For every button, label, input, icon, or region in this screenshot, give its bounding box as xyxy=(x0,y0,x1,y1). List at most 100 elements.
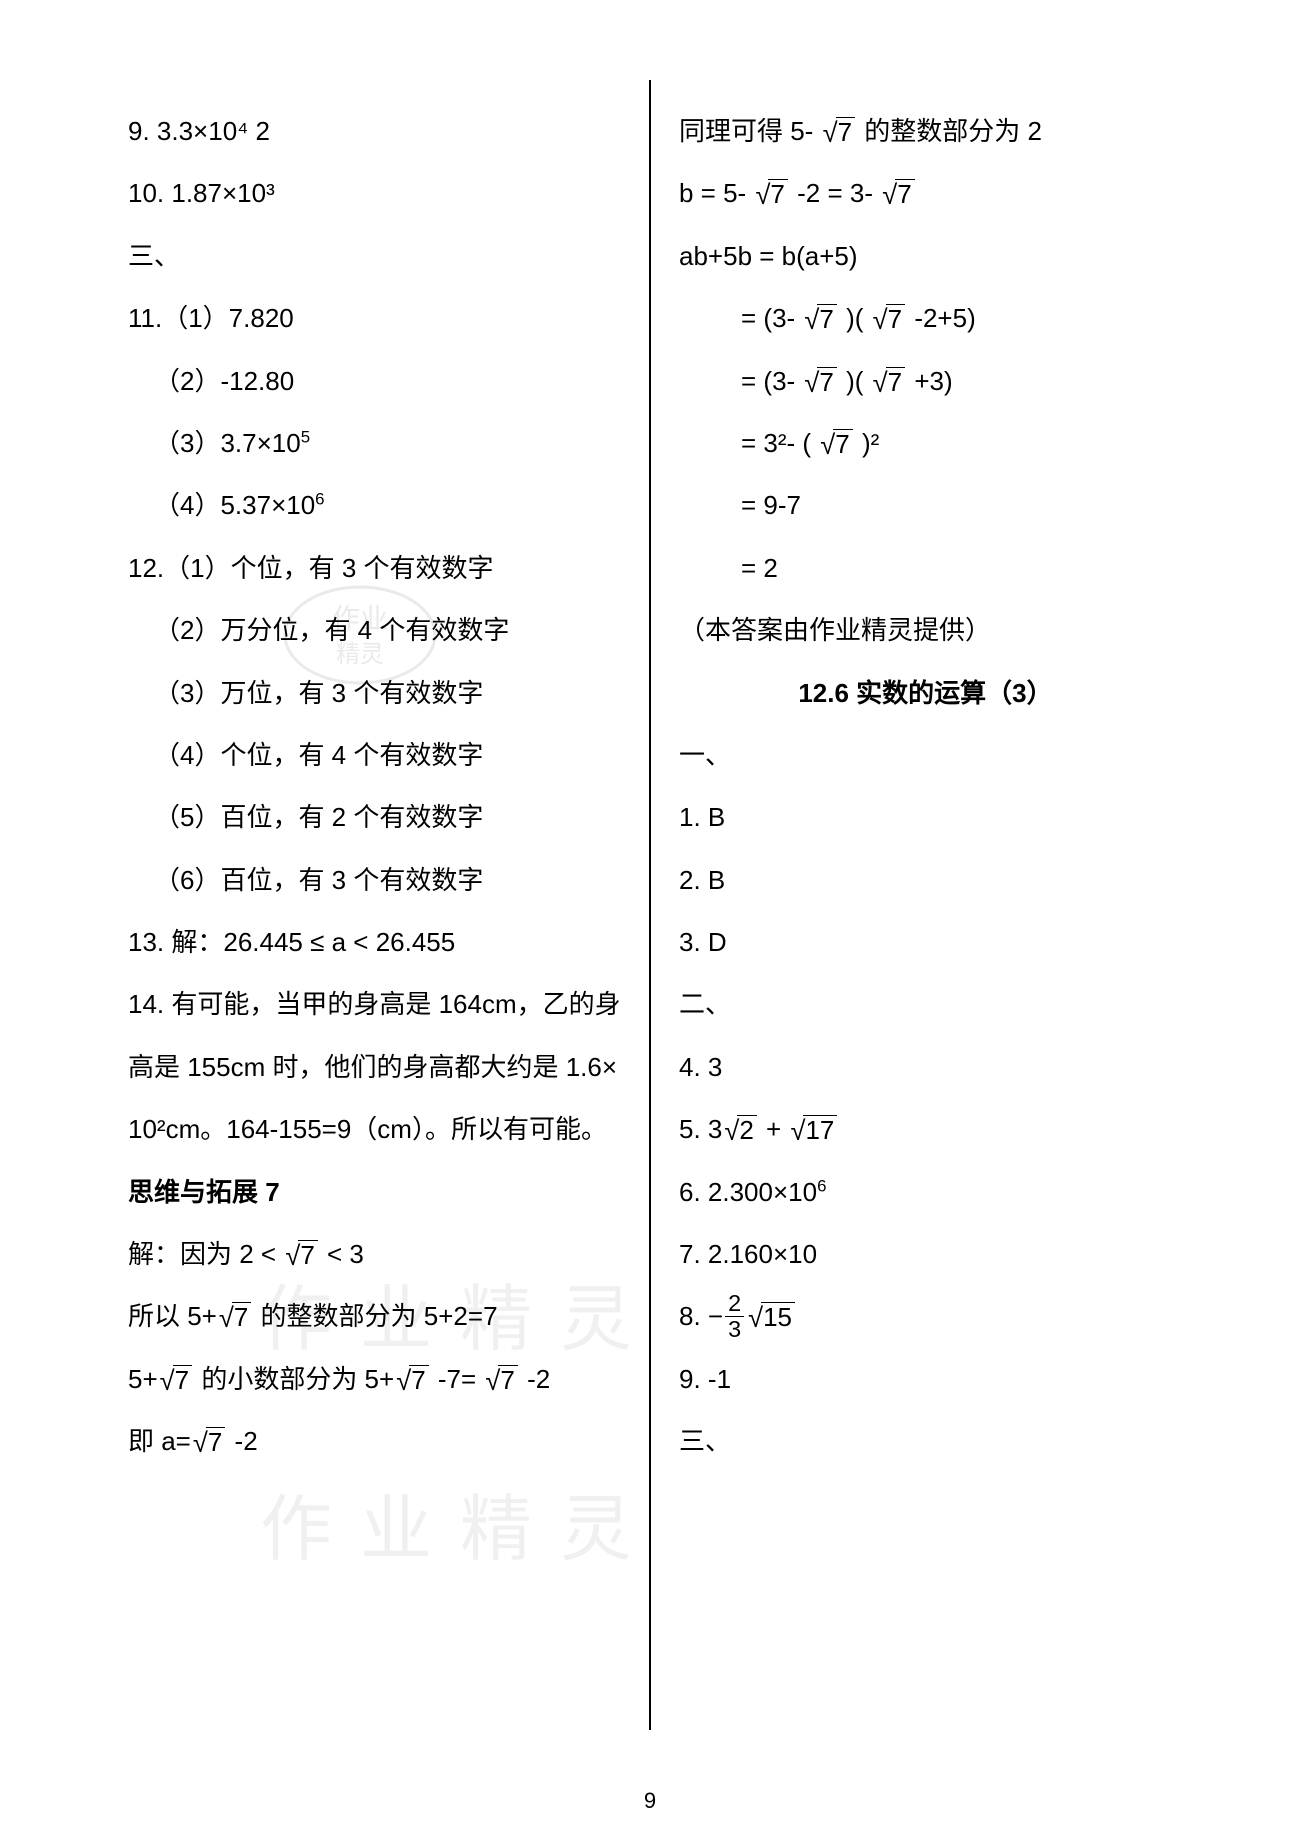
superscript: 6 xyxy=(817,1176,826,1195)
text-line: = (3- √7 )( √7 -2+5) xyxy=(679,287,1172,349)
sqrt-icon: √7 xyxy=(823,117,855,147)
text-line: （3）万位，有 3 个有效数字 xyxy=(128,662,621,724)
text: （4）5.37×10 xyxy=(154,490,315,520)
radicand: 7 xyxy=(206,1427,225,1457)
sqrt-icon: √2 xyxy=(724,1115,756,1145)
section-title: 12.6 实数的运算（3） xyxy=(679,662,1172,724)
text: = (3- xyxy=(741,366,802,396)
text: = 3²- ( xyxy=(741,428,818,458)
text-line: （2）万分位，有 4 个有效数字 xyxy=(128,599,621,661)
text: b = 5- xyxy=(679,178,753,208)
radicand: 7 xyxy=(298,1240,317,1270)
text-line: 6. 2.300×106 xyxy=(679,1161,1172,1223)
sqrt-icon: √7 xyxy=(873,367,905,397)
text-line: 13. 解：26.445 ≤ a < 26.455 xyxy=(128,911,621,973)
sqrt-icon: √7 xyxy=(219,1302,251,1332)
sqrt-icon: √15 xyxy=(748,1302,795,1332)
text-line: 2. B xyxy=(679,849,1172,911)
section-header: 二、 xyxy=(679,973,1172,1035)
text: 即 a= xyxy=(128,1426,191,1456)
text-line: 12.（1）个位，有 3 个有效数字 xyxy=(128,537,621,599)
text: )( xyxy=(839,366,871,396)
radicand: 7 xyxy=(836,117,855,147)
text-line: 高是 155cm 时，他们的身高都大约是 1.6× xyxy=(128,1036,621,1098)
text-line: 10²cm。164-155=9（cm）。所以有可能。 xyxy=(128,1098,621,1160)
page-number: 9 xyxy=(644,1788,656,1814)
superscript: 5 xyxy=(301,427,310,446)
text-line: = 3²- ( √7 )² xyxy=(679,412,1172,474)
radicand: 7 xyxy=(886,304,905,334)
left-column: 9. 3.3×10⁴ 2 10. 1.87×10³ 三、 11.（1）7.820… xyxy=(100,80,651,1730)
text: )² xyxy=(855,428,880,458)
radicand: 2 xyxy=(737,1115,756,1145)
text: 5+ xyxy=(128,1364,158,1394)
text: +3) xyxy=(907,366,953,396)
subsection-header: 思维与拓展 7 xyxy=(128,1161,621,1223)
text: + xyxy=(759,1114,789,1144)
radicand: 7 xyxy=(833,429,852,459)
text-line: 1. B xyxy=(679,786,1172,848)
radicand: 7 xyxy=(817,367,836,397)
text: 5. 3 xyxy=(679,1114,722,1144)
right-column: 同理可得 5- √7 的整数部分为 2 b = 5- √7 -2 = 3- √7… xyxy=(651,80,1200,1730)
text-line: 5+√7 的小数部分为 5+√7 -7= √7 -2 xyxy=(128,1348,621,1410)
text: )( xyxy=(839,303,871,333)
text-line: 4. 3 xyxy=(679,1036,1172,1098)
text-line: 8. −23√15 xyxy=(679,1285,1172,1347)
section-header: 三、 xyxy=(128,225,621,287)
sqrt-icon: √7 xyxy=(882,179,914,209)
text: -2 xyxy=(520,1364,550,1394)
text-line: （4）个位，有 4 个有效数字 xyxy=(128,724,621,786)
text-line: = (3- √7 )( √7 +3) xyxy=(679,350,1172,412)
text-line: 所以 5+√7 的整数部分为 5+2=7 xyxy=(128,1285,621,1347)
text: 同理可得 5- xyxy=(679,116,821,146)
radicand: 7 xyxy=(232,1302,251,1332)
text: < 3 xyxy=(320,1239,364,1269)
sqrt-icon: √7 xyxy=(193,1427,225,1457)
sqrt-icon: √7 xyxy=(820,429,852,459)
text-line: = 2 xyxy=(679,537,1172,599)
text-line: 同理可得 5- √7 的整数部分为 2 xyxy=(679,100,1172,162)
page-root: 作业 精灵 作业精灵 作业精灵 9. 3.3×10⁴ 2 10. 1.87×10… xyxy=(0,0,1300,1838)
text: 6. 2.300×10 xyxy=(679,1177,817,1207)
two-column-layout: 9. 3.3×10⁴ 2 10. 1.87×10³ 三、 11.（1）7.820… xyxy=(0,80,1300,1730)
text-line: （5）百位，有 2 个有效数字 xyxy=(128,786,621,848)
radicand: 17 xyxy=(803,1115,837,1145)
text-line: 即 a=√7 -2 xyxy=(128,1410,621,1472)
text-line: 5. 3√2 + √17 xyxy=(679,1098,1172,1160)
text: 的小数部分为 5+ xyxy=(194,1364,394,1394)
denominator: 3 xyxy=(725,1316,744,1341)
radicand: 7 xyxy=(768,179,787,209)
section-header: 三、 xyxy=(679,1410,1172,1472)
sqrt-icon: √7 xyxy=(485,1365,517,1395)
sqrt-icon: √7 xyxy=(160,1365,192,1395)
text: -2 xyxy=(227,1426,257,1456)
radicand: 15 xyxy=(761,1302,795,1332)
text-line: 解：因为 2 < √7 < 3 xyxy=(128,1223,621,1285)
radicand: 7 xyxy=(817,304,836,334)
text-line: （2）-12.80 xyxy=(128,350,621,412)
radicand: 7 xyxy=(409,1365,428,1395)
text-line: 11.（1）7.820 xyxy=(128,287,621,349)
text-line: ab+5b = b(a+5) xyxy=(679,225,1172,287)
radicand: 7 xyxy=(498,1365,517,1395)
fraction: 23 xyxy=(725,1292,744,1342)
text: 的整数部分为 5+2=7 xyxy=(253,1301,497,1331)
text-line: （本答案由作业精灵提供） xyxy=(679,599,1172,661)
text-line: b = 5- √7 -2 = 3- √7 xyxy=(679,162,1172,224)
radicand: 7 xyxy=(173,1365,192,1395)
section-header: 一、 xyxy=(679,724,1172,786)
sqrt-icon: √7 xyxy=(804,304,836,334)
sqrt-icon: √7 xyxy=(396,1365,428,1395)
text: -2 = 3- xyxy=(790,178,880,208)
text: -2+5) xyxy=(907,303,976,333)
text: （3）3.7×10 xyxy=(154,428,301,458)
sqrt-icon: √17 xyxy=(790,1115,837,1145)
text: -7= xyxy=(431,1364,484,1394)
text-line: （4）5.37×106 xyxy=(128,474,621,536)
text: 解：因为 2 < xyxy=(128,1239,283,1269)
sqrt-icon: √7 xyxy=(804,367,836,397)
superscript: 6 xyxy=(315,490,324,509)
sqrt-icon: √7 xyxy=(873,304,905,334)
radicand: 7 xyxy=(886,367,905,397)
